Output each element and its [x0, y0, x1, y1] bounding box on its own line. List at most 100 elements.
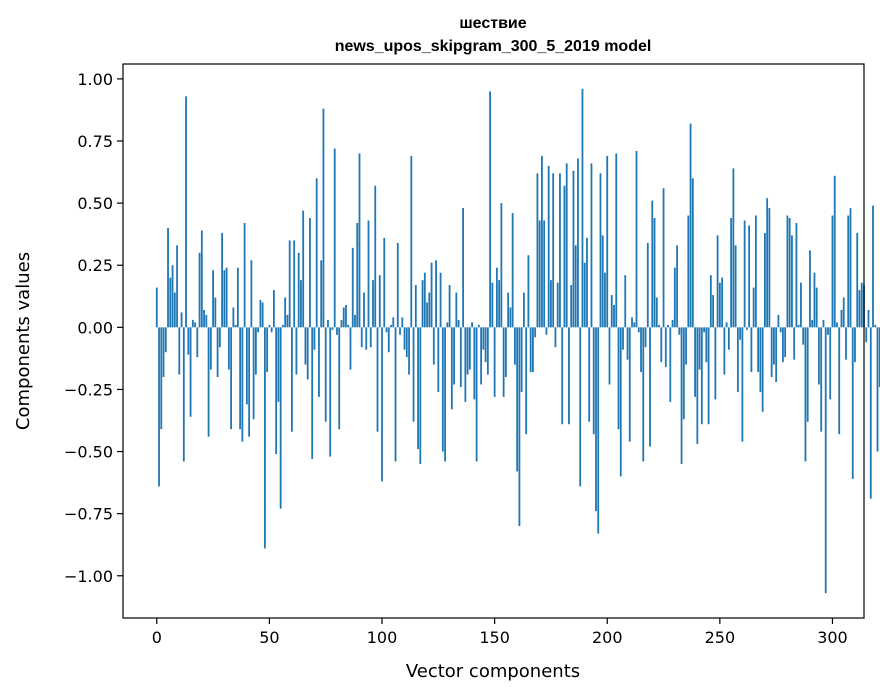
bar-component-92 — [363, 292, 365, 328]
bar-component-233 — [680, 327, 683, 464]
bar-component-86 — [349, 327, 352, 370]
bar-component-210 — [628, 327, 631, 442]
bar-component-231 — [676, 245, 678, 328]
bar-component-149 — [491, 282, 494, 328]
bar-component-24 — [209, 327, 212, 370]
bar-component-9 — [176, 245, 178, 328]
bar-component-14 — [187, 327, 190, 355]
bar-component-124 — [435, 260, 437, 328]
bar-component-292 — [813, 272, 816, 328]
bar-component-29 — [221, 232, 223, 328]
bar-component-278 — [782, 327, 784, 363]
bar-component-235 — [685, 327, 687, 365]
bar-component-118 — [421, 280, 424, 328]
bar-component-218 — [646, 242, 649, 328]
bar-component-204 — [615, 153, 618, 328]
bar-component-56 — [282, 324, 284, 328]
bar-component-33 — [230, 327, 233, 430]
bar-component-91 — [360, 327, 363, 348]
bar-component-208 — [624, 275, 627, 328]
bar-component-246 — [709, 275, 712, 328]
bar-component-177 — [554, 327, 557, 348]
bar-component-213 — [635, 150, 638, 328]
bar-component-262 — [745, 327, 748, 330]
bar-component-21 — [203, 309, 205, 328]
bar-component-180 — [561, 327, 564, 425]
bar-component-159 — [514, 327, 516, 365]
bar-component-157 — [509, 307, 512, 328]
bar-component-51 — [270, 327, 273, 333]
bar-component-131 — [450, 327, 453, 410]
bar-component-110 — [403, 327, 406, 350]
y-axis-label: Components values — [13, 252, 34, 430]
bar-component-261 — [743, 220, 746, 328]
bar-component-138 — [466, 327, 469, 375]
bar-component-65 — [302, 210, 305, 328]
bar-component-82 — [340, 319, 343, 328]
bar-component-185 — [572, 170, 575, 328]
bar-component-303 — [838, 327, 841, 435]
bar-component-146 — [484, 327, 487, 363]
bar-component-214 — [637, 327, 640, 333]
bar-component-202 — [610, 295, 613, 328]
bar-component-134 — [457, 319, 460, 328]
bar-component-140 — [471, 322, 473, 328]
bar-component-241 — [698, 327, 701, 370]
bar-component-62 — [295, 327, 298, 375]
bar-component-198 — [601, 235, 604, 328]
bar-component-308 — [849, 208, 852, 328]
bar-component-230 — [673, 267, 676, 328]
bar-component-247 — [712, 295, 714, 328]
bar-component-270 — [764, 232, 766, 328]
bar-component-76 — [327, 319, 329, 328]
x-axis-ticks: 0 50 100 150 200 250 300 — [152, 618, 848, 647]
bar-component-79 — [333, 148, 336, 328]
bar-component-108 — [399, 327, 401, 335]
bar-component-150 — [493, 327, 496, 397]
bar-component-186 — [574, 245, 577, 328]
bar-component-269 — [761, 327, 764, 412]
bar-component-302 — [836, 322, 838, 328]
bar-component-274 — [773, 327, 775, 365]
bar-component-282 — [791, 235, 793, 328]
bar-component-95 — [369, 327, 372, 348]
bar-component-142 — [475, 327, 478, 462]
bar-component-312 — [858, 290, 861, 328]
bar-component-23 — [207, 327, 210, 437]
bar-component-1 — [158, 327, 160, 487]
bar-component-20 — [200, 230, 203, 328]
bar-component-127 — [441, 327, 444, 452]
bar-component-290 — [809, 250, 811, 328]
bar-component-141 — [473, 327, 476, 400]
bar-component-315 — [865, 327, 868, 343]
bar-component-200 — [606, 155, 609, 328]
bar-component-60 — [291, 327, 293, 432]
bar-component-40 — [245, 327, 248, 405]
bar-component-85 — [347, 324, 350, 328]
bar-component-259 — [739, 327, 742, 340]
y-tick-label: −0.50 — [64, 443, 113, 462]
bar-component-289 — [806, 327, 809, 422]
bar-component-133 — [455, 292, 458, 328]
bar-component-2 — [160, 327, 163, 430]
bar-component-101 — [383, 237, 386, 328]
bar-component-153 — [500, 203, 503, 328]
bar-component-115 — [414, 285, 417, 328]
bar-component-69 — [311, 327, 314, 460]
bar-component-222 — [655, 297, 658, 328]
bar-component-258 — [736, 327, 739, 392]
bar-component-187 — [577, 158, 579, 328]
bar-component-227 — [667, 324, 669, 328]
bar-component-307 — [847, 215, 850, 328]
bar-component-169 — [536, 173, 539, 328]
bar-component-125 — [437, 327, 440, 392]
x-tick-label: 50 — [259, 628, 279, 647]
bar-component-57 — [284, 297, 287, 328]
bar-component-105 — [392, 317, 395, 328]
bar-component-183 — [568, 327, 570, 425]
bar-component-166 — [529, 327, 532, 373]
bar-component-225 — [662, 188, 665, 328]
bar-component-224 — [660, 327, 663, 363]
bar-component-192 — [588, 327, 591, 422]
